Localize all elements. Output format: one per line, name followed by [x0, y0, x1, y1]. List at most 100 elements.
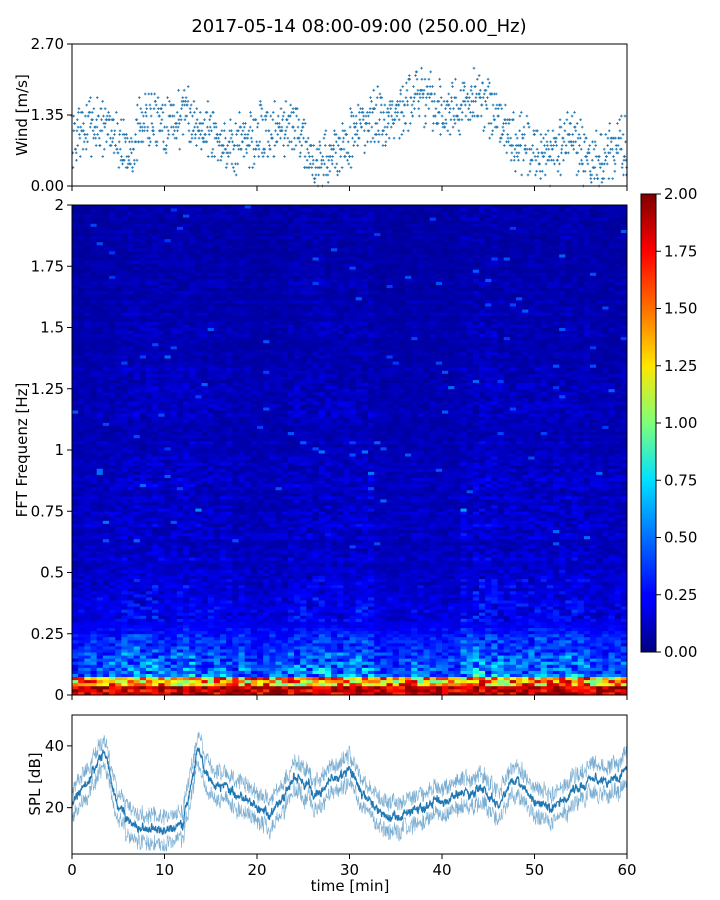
spectrogram-cell	[282, 683, 289, 686]
spectrogram-cell	[572, 634, 579, 637]
spectrogram-cell	[300, 652, 307, 655]
spectrogram-cell	[97, 674, 104, 677]
spectrogram-cell	[325, 652, 332, 655]
spectrogram-cell	[491, 686, 498, 689]
spectrogram-cell	[430, 628, 437, 631]
spectrogram-cell	[448, 667, 455, 670]
spectrogram-cell	[337, 625, 344, 628]
spectrogram-cell	[380, 686, 387, 689]
spectrogram-cell	[584, 615, 591, 618]
spectrogram-cell	[467, 664, 474, 667]
spectrogram-cell	[430, 680, 437, 683]
spectrogram-cell	[152, 677, 159, 680]
spectrogram-cell	[368, 643, 375, 646]
spectrogram-cell	[202, 640, 209, 643]
spectrogram-cell	[356, 674, 363, 677]
spectrogram-cell	[547, 628, 554, 631]
spectrogram-cell	[325, 661, 332, 664]
spectrogram-cell	[442, 671, 449, 674]
spectrogram-cell	[436, 637, 443, 640]
spectrogram-cell	[578, 631, 585, 634]
spectrogram-cell	[565, 677, 572, 680]
spectrogram-cell	[319, 658, 326, 661]
spectrogram-cell	[590, 652, 597, 655]
spectrogram-cell	[380, 655, 387, 658]
spectrogram-cell	[97, 680, 104, 683]
spectrogram-cell	[590, 649, 597, 652]
spectrogram-cell	[368, 689, 375, 692]
spectrogram-cell	[269, 634, 276, 637]
spectrogram-cell	[467, 677, 474, 680]
spectrogram-cell	[448, 655, 455, 658]
spectrogram-cell	[220, 640, 227, 643]
spectrogram-cell	[621, 640, 628, 643]
spectrogram-cell	[424, 615, 431, 618]
spectrogram-cell	[522, 622, 529, 625]
spectrogram-cell	[553, 643, 560, 646]
spectrogram-cell	[257, 640, 264, 643]
spectrogram-cell	[269, 622, 276, 625]
spectrogram-cell	[134, 634, 141, 637]
spectrogram-cell	[535, 649, 542, 652]
spectrogram-cell	[411, 689, 418, 692]
spectrogram-cell	[417, 683, 424, 686]
spectrogram-cell	[609, 689, 616, 692]
spectrogram-cell	[183, 689, 190, 692]
spectrogram-cell	[128, 615, 135, 618]
spectrogram-cell	[461, 674, 468, 677]
spectrogram-cell	[319, 686, 326, 689]
spectrogram-cell	[547, 618, 554, 621]
spectrogram-cell	[282, 661, 289, 664]
spectrogram-cell	[621, 643, 628, 646]
spectrogram-cell	[245, 646, 252, 649]
spectrogram-cell	[491, 618, 498, 621]
spectrogram-cell	[380, 661, 387, 664]
spectrogram-cell	[510, 674, 517, 677]
spectrogram-cell	[115, 674, 122, 677]
spectrogram-cell	[177, 671, 184, 674]
spectrogram-cell	[72, 671, 79, 674]
spectrogram-cell	[245, 652, 252, 655]
spectrogram-cell	[436, 674, 443, 677]
spectrogram-cell	[516, 689, 523, 692]
spectrogram-cell	[276, 661, 283, 664]
spectrogram-cell	[78, 637, 85, 640]
spectrogram-cell	[609, 643, 616, 646]
spectrogram-cell	[565, 646, 572, 649]
spectrogram-cell	[115, 618, 122, 621]
spectrogram-cell	[405, 661, 412, 664]
spectrogram-cell	[171, 615, 178, 618]
spectrogram-cell	[91, 661, 98, 664]
spectrogram-cell	[584, 664, 591, 667]
spectrogram-cell	[448, 643, 455, 646]
spectrogram-cell	[115, 615, 122, 618]
spectrogram-cell	[337, 646, 344, 649]
spectrogram-cell	[232, 622, 239, 625]
spectrogram-cell	[103, 655, 110, 658]
spectrogram-cell	[300, 661, 307, 664]
spectrogram-cell	[578, 683, 585, 686]
spectrogram-cell	[282, 674, 289, 677]
spectrogram-cell	[232, 646, 239, 649]
spectrogram-cell	[436, 671, 443, 674]
spectrogram-cell	[479, 686, 486, 689]
spectrogram-cell	[263, 649, 270, 652]
spectrogram-cell	[553, 658, 560, 661]
spectrogram-cell	[479, 631, 486, 634]
spectrogram-cell	[294, 643, 301, 646]
spectrogram-cell	[504, 646, 511, 649]
spectrogram-cell	[226, 618, 233, 621]
spectrogram-cell	[448, 649, 455, 652]
spectrogram-cell	[208, 625, 215, 628]
spectrogram-cell	[461, 683, 468, 686]
spectrogram-cell	[97, 661, 104, 664]
spectrogram-cell	[510, 652, 517, 655]
spectrogram-cell	[553, 677, 560, 680]
spectrogram-cell	[362, 680, 369, 683]
spectrogram-cell	[282, 649, 289, 652]
spectrogram-cell	[553, 646, 560, 649]
spectrogram-cell	[572, 640, 579, 643]
spectrogram-cell	[337, 631, 344, 634]
spectrogram-cell	[121, 649, 128, 652]
spectrogram-cell	[393, 677, 400, 680]
